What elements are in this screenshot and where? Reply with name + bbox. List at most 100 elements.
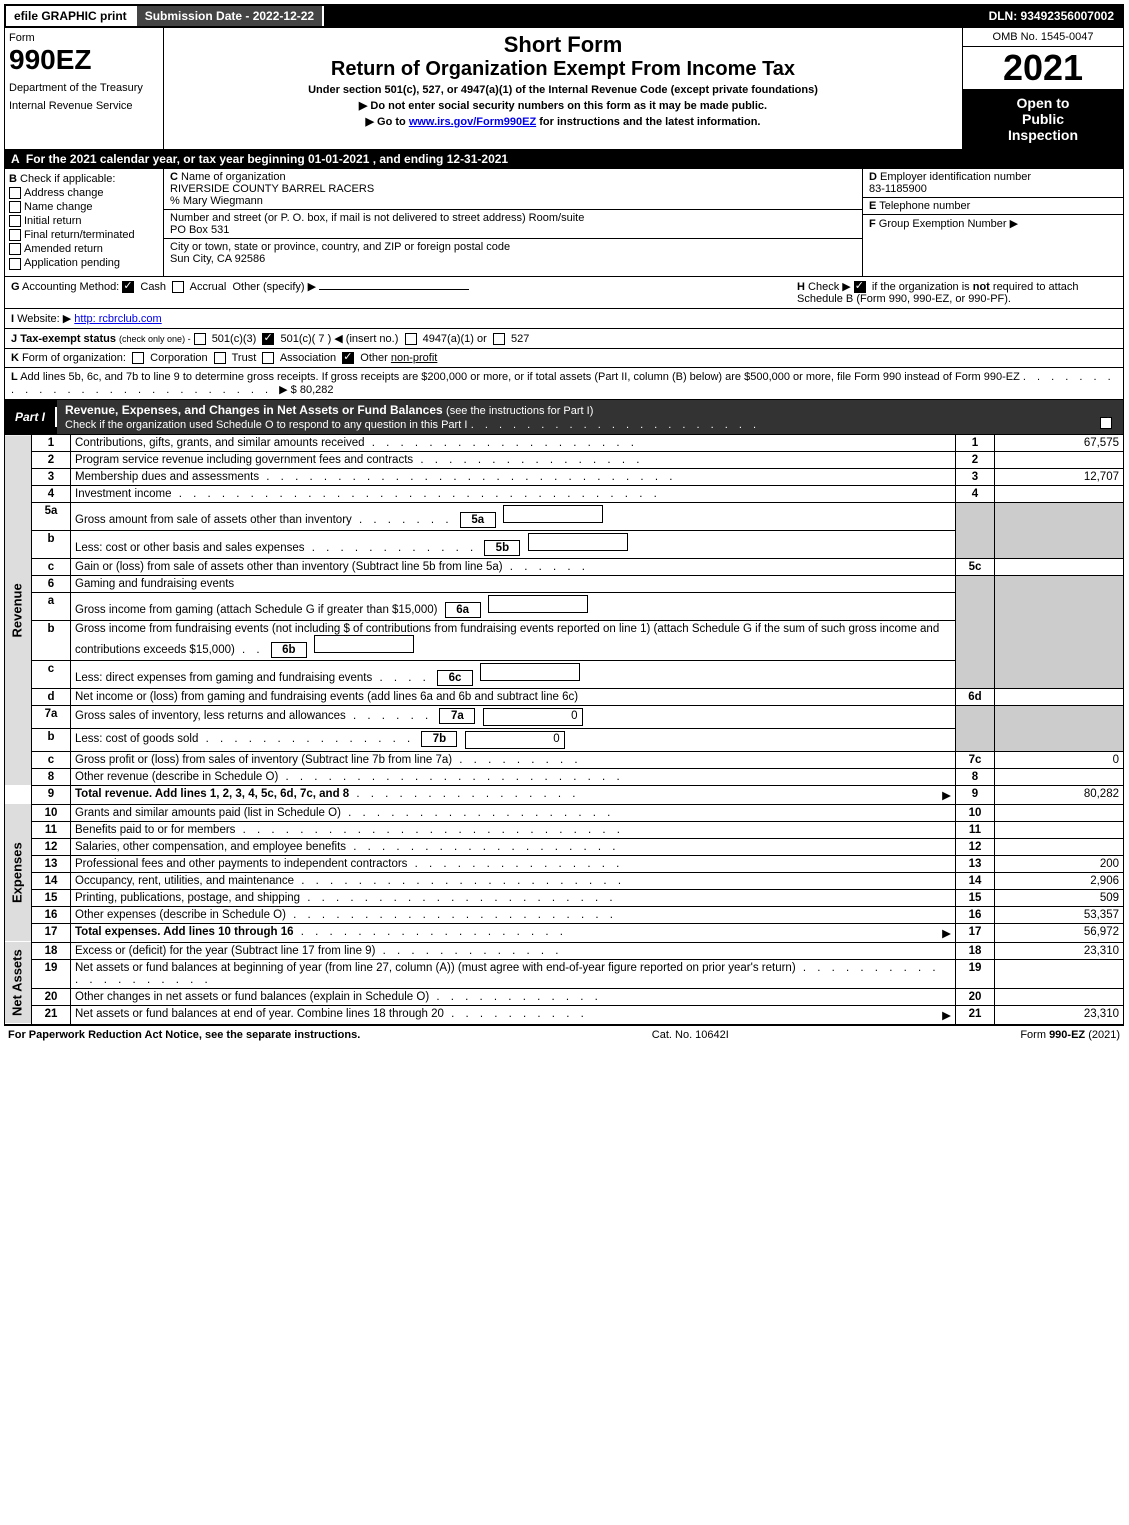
line-col-no: 9: [956, 785, 995, 804]
line-col-no: 7c: [956, 751, 995, 768]
revenue-side-label: Revenue: [5, 435, 32, 786]
cb-other-org[interactable]: [342, 352, 354, 364]
ein-value: 83-1185900: [869, 183, 927, 195]
line-desc: Other changes in net assets or fund bala…: [71, 988, 956, 1005]
h-text2: if the organization is: [872, 281, 973, 293]
line-no: 7a: [32, 705, 71, 728]
header-subtitle: Under section 501(c), 527, or 4947(a)(1)…: [172, 84, 954, 96]
line-col-no: 3: [956, 468, 995, 485]
lbl-address-change: Address change: [24, 187, 104, 199]
line-no: 12: [32, 838, 71, 855]
line-no: b: [32, 728, 71, 751]
open-line-3: Inspection: [967, 127, 1119, 143]
cb-527[interactable]: [493, 333, 505, 345]
cb-schedule-o[interactable]: [1100, 417, 1112, 429]
line-desc: Grants and similar amounts paid (list in…: [71, 804, 956, 821]
column-b: B Check if applicable: Address change Na…: [5, 169, 164, 276]
line-col-no: 15: [956, 889, 995, 906]
expenses-side-label: Expenses: [5, 804, 32, 942]
open-inspection-box: Open to Public Inspection: [963, 89, 1123, 149]
lbl-final: Final return/terminated: [24, 229, 135, 241]
city-label: City or town, state or province, country…: [170, 241, 510, 253]
line-col-no: 8: [956, 768, 995, 785]
inner-amount: [480, 663, 580, 681]
cb-initial-return[interactable]: [9, 215, 21, 227]
top-bar: efile GRAPHIC print Submission Date - 20…: [4, 4, 1124, 28]
cb-final-return[interactable]: [9, 229, 21, 241]
line-no: 8: [32, 768, 71, 785]
arrow-icon: ▶: [942, 926, 951, 940]
cb-schedule-b[interactable]: [854, 281, 866, 293]
cb-501c[interactable]: [262, 333, 274, 345]
row-i: I Website: ▶ http: rcbrclub.com: [4, 309, 1124, 329]
org-name: RIVERSIDE COUNTY BARREL RACERS: [170, 183, 374, 195]
section-bcdef: B Check if applicable: Address change Na…: [4, 169, 1124, 277]
lbl-trust: Trust: [232, 352, 257, 364]
tax-year: 2021: [963, 47, 1123, 89]
line-col-no: 21: [956, 1005, 995, 1024]
lbl-name-change: Name change: [24, 201, 93, 213]
cb-cash[interactable]: [122, 281, 134, 293]
column-c: C Name of organization RIVERSIDE COUNTY …: [164, 169, 863, 276]
row-k: K Form of organization: Corporation Trus…: [4, 349, 1124, 368]
line-col-no: 14: [956, 872, 995, 889]
efile-print-label[interactable]: efile GRAPHIC print: [6, 6, 137, 26]
cb-501c3[interactable]: [194, 333, 206, 345]
part-i-badge: Part I: [5, 407, 57, 427]
line-desc: Benefits paid to or for members . . . . …: [71, 821, 956, 838]
cb-corp[interactable]: [132, 352, 144, 364]
arrow-icon: ▶: [942, 788, 951, 802]
lbl-4947: 4947(a)(1) or: [423, 333, 487, 345]
line-no: c: [32, 660, 71, 688]
cb-trust[interactable]: [214, 352, 226, 364]
line-amount: 2,906: [995, 872, 1124, 889]
line-no: 10: [32, 804, 71, 821]
cb-address-change[interactable]: [9, 187, 21, 199]
part-i-note: (see the instructions for Part I): [446, 405, 593, 417]
lbl-accrual: Accrual: [190, 281, 227, 293]
line-desc: Other revenue (describe in Schedule O) .…: [71, 768, 956, 785]
input-other-method[interactable]: [319, 289, 469, 290]
inner-label: 6a: [445, 602, 481, 618]
line-desc: Program service revenue including govern…: [71, 451, 956, 468]
line-no: a: [32, 592, 71, 620]
line-amount: [995, 485, 1124, 502]
line-no: 11: [32, 821, 71, 838]
lbl-other: Other (specify) ▶: [232, 281, 316, 293]
line-desc: Net income or (loss) from gaming and fun…: [71, 688, 956, 705]
open-line-2: Public: [967, 111, 1119, 127]
irs-link[interactable]: www.irs.gov/Form990EZ: [409, 116, 536, 128]
header-center: Short Form Return of Organization Exempt…: [164, 28, 962, 149]
other-org-value: non-profit: [391, 352, 437, 364]
cb-4947[interactable]: [405, 333, 417, 345]
footer-left: For Paperwork Reduction Act Notice, see …: [8, 1029, 360, 1041]
return-title: Return of Organization Exempt From Incom…: [172, 58, 954, 81]
line-amount: [995, 688, 1124, 705]
part-i-table: Revenue 1 Contributions, gifts, grants, …: [4, 435, 1124, 1025]
street-label: Number and street (or P. O. box, if mail…: [170, 212, 584, 224]
part-i-header: Part I Revenue, Expenses, and Changes in…: [4, 400, 1124, 435]
form-label: Form: [9, 32, 159, 44]
line-no: b: [32, 620, 71, 660]
row-l: L Add lines 5b, 6c, and 7b to line 9 to …: [4, 368, 1124, 400]
inner-label: 6b: [271, 642, 307, 658]
line-amount: 12,707: [995, 468, 1124, 485]
cb-name-change[interactable]: [9, 201, 21, 213]
line-amount: 56,972: [995, 923, 1124, 942]
cb-pending[interactable]: [9, 258, 21, 270]
line-desc: Professional fees and other payments to …: [71, 855, 956, 872]
ssn-warning: Do not enter social security numbers on …: [172, 99, 954, 112]
cb-assoc[interactable]: [262, 352, 274, 364]
b-label: Check if applicable:: [20, 173, 115, 185]
line-col-no: 4: [956, 485, 995, 502]
line-amount: [995, 558, 1124, 575]
website-link[interactable]: http: rcbrclub.com: [74, 313, 161, 325]
line-desc: Investment income . . . . . . . . . . . …: [71, 485, 956, 502]
cb-accrual[interactable]: [172, 281, 184, 293]
line-amount: 80,282: [995, 785, 1124, 804]
line-no: 16: [32, 906, 71, 923]
cb-amended[interactable]: [9, 243, 21, 255]
line-no: 1: [32, 435, 71, 452]
line-desc: Other expenses (describe in Schedule O) …: [71, 906, 956, 923]
inner-label: 5b: [484, 540, 520, 556]
